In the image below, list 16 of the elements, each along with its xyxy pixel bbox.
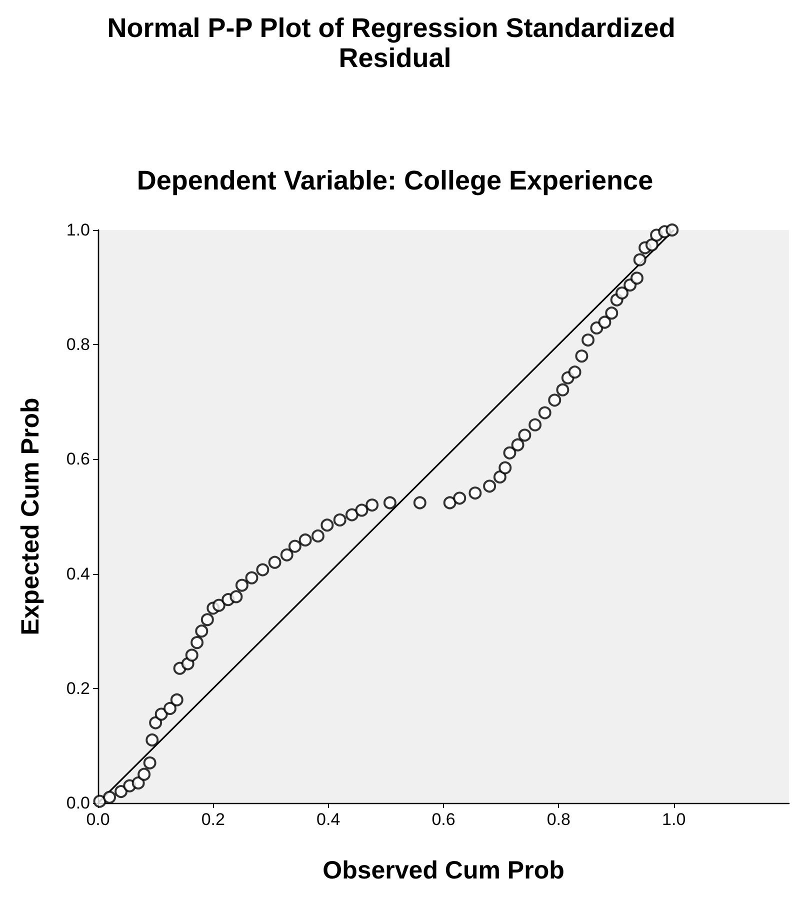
x-tick-label: 0.2 (201, 810, 225, 829)
y-tick-label: 0.2 (66, 678, 90, 698)
x-tick-label: 0.6 (432, 810, 456, 829)
y-axis-title: Expected Cum Prob (16, 398, 44, 636)
y-tick-label: 1.0 (66, 220, 90, 240)
chart-title: Normal P-P Plot of Regression Standardized Residual (107, 13, 683, 73)
y-tick-label: 0.4 (66, 564, 90, 584)
x-tick-label: 0.0 (86, 810, 110, 829)
x-tick-label: 0.8 (546, 810, 570, 829)
chart-subtitle: Dependent Variable: College Experience (136, 166, 654, 196)
x-tick-label: 1.0 (662, 810, 686, 829)
y-tick-label: 0.0 (66, 794, 90, 812)
x-tick-label: 0.4 (316, 810, 340, 829)
y-tick-label: 0.8 (66, 335, 90, 354)
x-axis-title: Observed Cum Prob (322, 856, 564, 884)
y-tick-label: 0.6 (66, 450, 90, 469)
